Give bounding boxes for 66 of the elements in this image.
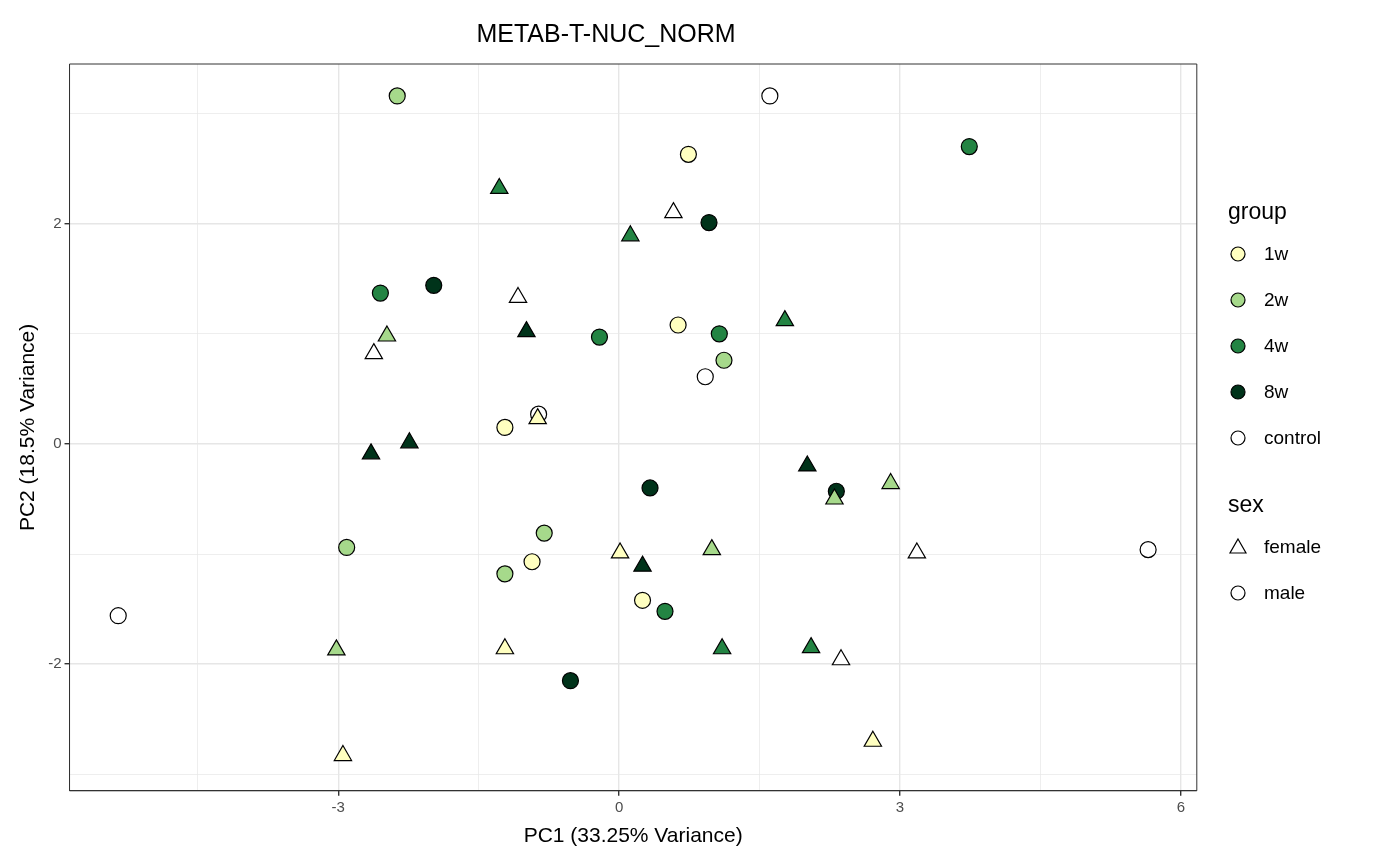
text: sex (1228, 491, 1265, 518)
point (400, 432, 419, 449)
point (831, 649, 851, 666)
legend-label: 1w (1264, 243, 1289, 265)
point (761, 87, 779, 105)
legend-label: 2w (1264, 289, 1289, 311)
text: male (1264, 582, 1306, 604)
point (333, 744, 353, 762)
point (669, 316, 687, 334)
point (517, 321, 536, 338)
point (371, 284, 389, 302)
x-tick-label: 0 (614, 797, 624, 815)
x-tick-label: -3 (331, 797, 345, 815)
point (641, 479, 659, 497)
x-axis-title: PC1 (33.25% Variance) (523, 823, 743, 847)
x-tick-label: 3 (895, 797, 905, 815)
legend-label: control (1264, 427, 1322, 449)
point (907, 542, 927, 559)
point (621, 225, 640, 242)
point (523, 553, 541, 571)
legend-label: 8w (1264, 381, 1289, 403)
point (633, 555, 652, 572)
point (710, 325, 728, 343)
point (881, 472, 900, 490)
point (388, 87, 406, 105)
point (863, 730, 883, 747)
point (656, 602, 674, 620)
point (109, 607, 127, 625)
point (496, 565, 514, 583)
point (775, 309, 795, 327)
point (361, 443, 381, 460)
point (364, 343, 384, 360)
y-tick-label: 0 (53, 434, 62, 452)
point (508, 286, 528, 304)
text: female (1264, 536, 1322, 558)
chart-title: METAB-T-NUC_NORM (476, 18, 736, 47)
point (702, 539, 722, 556)
point (338, 538, 356, 557)
point (1139, 541, 1157, 559)
legend-title: group (1228, 198, 1288, 225)
point (377, 325, 397, 342)
point (561, 672, 580, 690)
point (633, 591, 652, 609)
y-tick-label: 2 (53, 213, 62, 231)
point (610, 542, 630, 559)
legend-label: 4w (1264, 335, 1289, 357)
x-tick-label: 6 (1176, 797, 1186, 815)
point (590, 328, 609, 346)
point (495, 638, 515, 655)
y-tick-label: -2 (48, 654, 62, 672)
point (700, 213, 718, 232)
point (712, 638, 732, 655)
y-axis-title: PC2 (18.5% Variance) (15, 323, 39, 532)
point (825, 488, 844, 505)
point (960, 137, 978, 156)
point (801, 637, 821, 654)
point (715, 351, 733, 369)
point (496, 418, 514, 436)
point (327, 639, 346, 656)
point (490, 177, 509, 195)
point (798, 455, 817, 472)
point (664, 202, 683, 219)
point (696, 368, 714, 386)
point (425, 276, 443, 294)
point (535, 524, 553, 542)
point (679, 145, 698, 163)
